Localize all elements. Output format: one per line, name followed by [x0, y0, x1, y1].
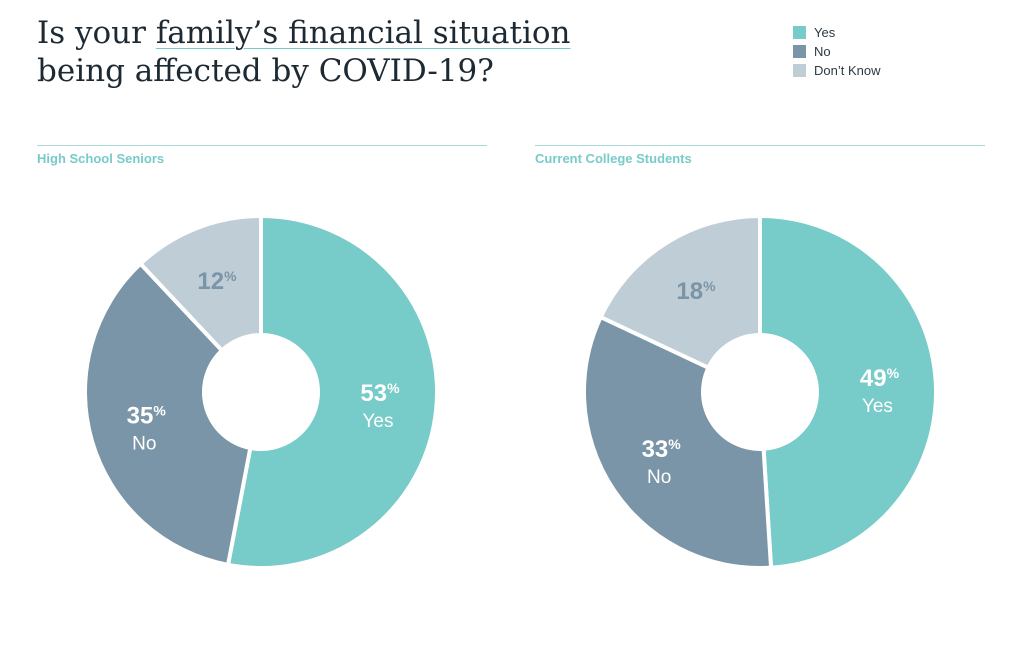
title-text: Is your — [37, 15, 156, 51]
slice-0-0 — [226, 214, 439, 570]
slice-label-1-1: 33% — [642, 436, 682, 463]
slice-category-0-0: Yes — [362, 411, 393, 432]
panel-rule-right — [535, 145, 985, 146]
slice-category-1-0: Yes — [862, 396, 893, 417]
slice-label-0-1: 35% — [127, 402, 167, 429]
slice-1-2 — [598, 214, 762, 370]
chart-title: Is your family’s financial situation bei… — [37, 14, 657, 90]
legend-label-yes: Yes — [814, 25, 836, 40]
slice-label-1-2: 18% — [676, 278, 716, 305]
slice-0-2 — [138, 214, 263, 353]
panel-rule-left — [37, 145, 487, 146]
legend-swatch-yes — [793, 26, 806, 39]
legend-item-no: No — [793, 42, 880, 61]
slice-label-1-0: 49% — [860, 365, 900, 392]
legend: Yes No Don’t Know — [793, 23, 880, 80]
legend-label-no: No — [814, 44, 831, 59]
slice-label-0-2: 12% — [197, 268, 237, 295]
slice-1-0 — [758, 214, 938, 570]
panel-label-college: Current College Students — [535, 151, 692, 166]
panel-label-high-school: High School Seniors — [37, 151, 165, 166]
legend-swatch-dont-know — [793, 64, 806, 77]
slice-category-0-1: No — [132, 433, 156, 454]
slice-category-1-1: No — [647, 467, 671, 488]
title-highlight: family’s financial situation — [155, 15, 571, 51]
slice-label-0-0: 53% — [360, 380, 400, 407]
title-text-end: being affected by COVID-19? — [37, 53, 494, 89]
legend-item-dont-know: Don’t Know — [793, 61, 880, 80]
legend-item-yes: Yes — [793, 23, 880, 42]
slice-1-1 — [582, 315, 774, 570]
legend-label-dont-know: Don’t Know — [814, 63, 881, 78]
legend-swatch-no — [793, 45, 806, 58]
